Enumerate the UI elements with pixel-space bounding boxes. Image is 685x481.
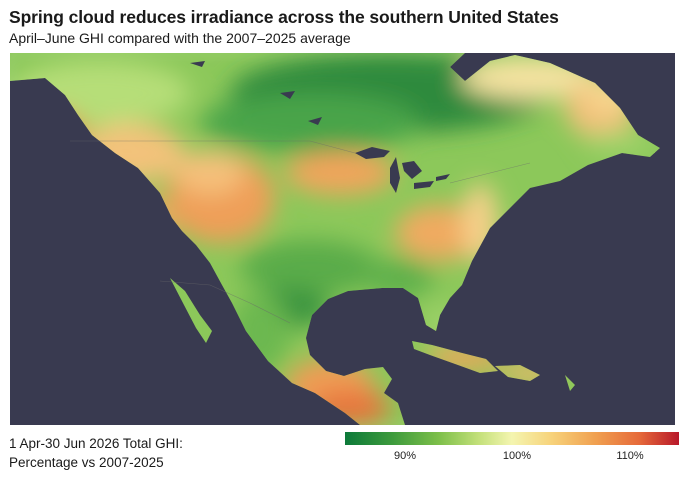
- tick-label-110: 110%: [616, 450, 644, 462]
- color-scale-bar: [345, 432, 679, 445]
- land-areas: [10, 53, 660, 425]
- legend-title-line2: Percentage vs 2007-2025: [9, 455, 164, 470]
- map-canvas: [10, 53, 660, 425]
- legend-title-line1: 1 Apr-30 Jun 2026 Total GHI:: [9, 436, 183, 451]
- tick-label-100: 100%: [502, 450, 532, 462]
- map-subtitle: April–June GHI compared with the 2007–20…: [9, 30, 351, 46]
- map-title: Spring cloud reduces irradiance across t…: [9, 7, 559, 27]
- legend-title: 1 Apr-30 Jun 2026 Total GHI: Percentage …: [9, 434, 183, 472]
- irradiance-map: [10, 53, 675, 425]
- tick-label-90: 90%: [393, 450, 417, 462]
- borders: [70, 140, 531, 324]
- lakes: [190, 61, 450, 193]
